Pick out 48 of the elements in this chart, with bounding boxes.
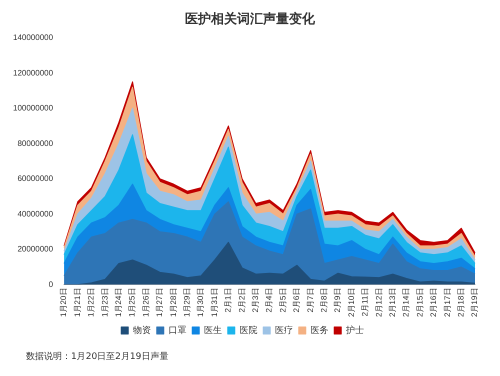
x-tick-label: 2月3日 <box>251 288 260 313</box>
x-tick-label: 1月30日 <box>196 288 206 318</box>
x-tick-label: 1月23日 <box>100 288 110 318</box>
x-tick-label: 2月2日 <box>237 288 246 313</box>
legend-label: 医生 <box>204 324 222 335</box>
x-tick-label: 2月16日 <box>429 288 438 318</box>
x-tick-label: 2月4日 <box>264 288 274 313</box>
x-tick-label: 2月6日 <box>292 288 302 313</box>
y-tick-label: 120000000 <box>12 68 54 78</box>
legend-label: 护士 <box>344 324 364 335</box>
x-tick-label: 1月31日 <box>210 288 219 318</box>
y-tick-label: 140000000 <box>12 33 54 42</box>
text: 数据说明：1月20日至2月19日声量 <box>26 350 168 363</box>
x-tick-label: 1月20日 <box>59 288 68 318</box>
legend-label: 医务 <box>310 324 328 335</box>
x-tick-label: 2月19日 <box>470 288 480 318</box>
x-tick-label: 2月11日 <box>360 288 370 316</box>
legend-label: 医院 <box>239 324 258 335</box>
x-tick-label: 2月1日 <box>224 288 233 313</box>
x-tick-label: 2月14日 <box>402 288 411 318</box>
x-tick-label: 1月24日 <box>114 288 124 318</box>
legend-label: 口罩 <box>168 324 186 335</box>
y-tick-label: 40000000 <box>17 209 54 218</box>
x-tick-label: 2月8日 <box>320 288 329 313</box>
x-tick-label: 1月28日 <box>168 288 178 318</box>
legend-label: 医疗 <box>274 324 293 335</box>
chart-title: 医护相关词汇声量变化 <box>184 10 316 28</box>
x-tick-label: 2月10日 <box>346 288 356 318</box>
x-tick-label: 1月27日 <box>155 288 164 318</box>
x-tick-label: 1月22日 <box>86 288 96 318</box>
x-tick-label: 2月15日 <box>415 288 424 318</box>
x-tick-label: 2月7日 <box>306 288 315 313</box>
x-tick-label: 1月29日 <box>182 288 192 318</box>
x-tick-label: 2月9日 <box>333 288 342 313</box>
y-tick-label: 60000000 <box>17 174 54 184</box>
y-tick-label: 20000000 <box>17 244 54 254</box>
x-tick-label: 2月17日 <box>442 288 452 318</box>
y-tick-label: 0 <box>48 280 54 289</box>
legend-label: 物资 <box>132 324 151 335</box>
x-tick-label: 2月18日 <box>456 288 466 318</box>
x-tick-label: 2月12日 <box>374 288 384 318</box>
x-tick-label: 2月13日 <box>388 288 398 318</box>
y-tick-label: 100000000 <box>12 104 54 113</box>
y-tick-label: 80000000 <box>17 138 54 148</box>
x-tick-label: 1月26日 <box>141 288 150 318</box>
x-tick-label: 2月5日 <box>278 288 288 313</box>
x-tick-label: 1月25日 <box>128 288 137 318</box>
x-tick-label: 1月21日 <box>72 288 82 318</box>
